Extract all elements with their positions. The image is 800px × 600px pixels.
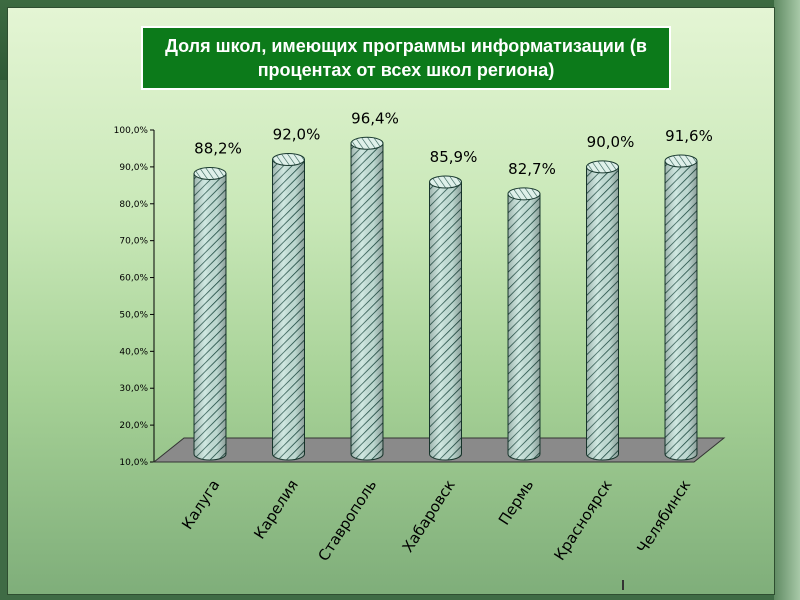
data-label: 92,0%: [273, 126, 321, 144]
bar-top: [664, 154, 698, 168]
x-tick-label: Калуга: [178, 476, 223, 532]
data-label: 90,0%: [587, 133, 635, 151]
bar-4: [429, 175, 462, 461]
x-tick-label: Ставрополь: [314, 476, 380, 564]
x-tick-label: Красноярск: [550, 476, 615, 563]
bar-3: [350, 136, 384, 461]
data-label: 82,7%: [508, 160, 556, 178]
footer-mark: [622, 580, 624, 590]
bar-shading: [665, 160, 697, 460]
bar-top: [272, 153, 305, 167]
bar-shading: [586, 166, 619, 460]
x-tick-label: Хабаровск: [399, 476, 459, 555]
bar-2: [272, 153, 305, 461]
data-label: 85,9%: [430, 148, 478, 166]
bar-shading: [351, 143, 383, 460]
data-label: 96,4%: [351, 109, 399, 127]
bar-top: [586, 160, 619, 174]
bar-shading: [429, 182, 462, 460]
data-label: 91,6%: [665, 127, 713, 145]
y-tick-label: 40,0%: [119, 347, 148, 357]
slide: 10,0% 20,0% 30,0% 40,0% 50,0% 60,0% 70,0% 80,0%…: [8, 8, 774, 594]
y-tick-label: 60,0%: [119, 274, 148, 284]
y-tick-label: 80,0%: [119, 200, 148, 210]
bars: [193, 136, 698, 461]
x-tick-label: Пермь: [495, 476, 537, 528]
bar-5: [507, 187, 541, 461]
bar-1: [193, 167, 227, 461]
y-tick-label: 20,0%: [119, 421, 148, 431]
bar-top: [507, 187, 541, 201]
x-tick-label: Карелия: [250, 476, 302, 542]
bar-shading: [272, 159, 305, 460]
bar-chart: 10,0% 20,0% 30,0% 40,0% 50,0% 60,0% 70,0% 80,0%…: [114, 109, 726, 564]
y-tick-label: 70,0%: [119, 237, 148, 247]
bar-7: [664, 154, 698, 461]
chart-title: Доля школ, имеющих программы информатиза…: [165, 36, 647, 80]
bar-6: [586, 160, 619, 461]
bar-shading: [194, 173, 226, 461]
y-tick-label: 90,0%: [119, 163, 148, 173]
y-tick-label: 10,0%: [119, 458, 148, 468]
x-axis-labels: Калуга Карелия Ставрополь Хабаровск Пермь Кра…: [178, 476, 694, 564]
y-axis: 10,0% 20,0% 30,0% 40,0% 50,0% 60,0% 70,0% 80,0%…: [114, 126, 155, 468]
bar-top: [193, 167, 227, 181]
y-tick-label: 30,0%: [119, 384, 148, 394]
bar-top: [429, 175, 462, 189]
bar-top: [350, 136, 384, 150]
x-tick-label: Челябинск: [633, 476, 694, 556]
slide-frame-right: [774, 0, 800, 600]
bar-shading: [508, 193, 540, 460]
data-label: 88,2%: [194, 140, 242, 158]
data-labels: 88,2% 92,0% 96,4% 85,9% 82,7% 90,0% 91,6%: [194, 109, 713, 178]
y-tick-label: 100,0%: [114, 126, 149, 136]
chart-title-box: Доля школ, имеющих программы информатиза…: [141, 26, 671, 90]
y-tick-label: 50,0%: [119, 310, 148, 320]
